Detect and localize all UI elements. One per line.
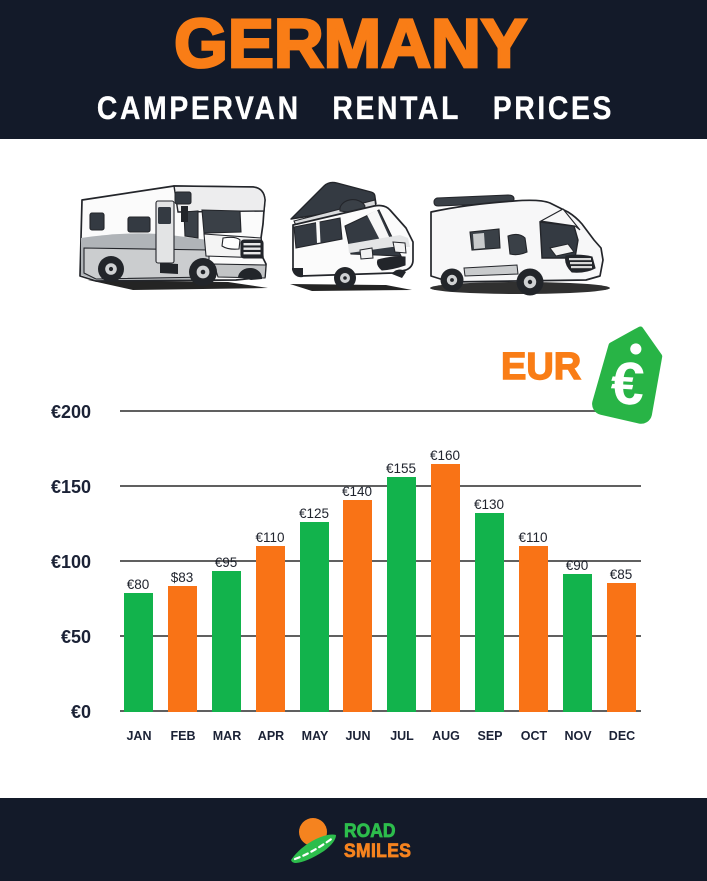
svg-text:€: € — [609, 349, 646, 418]
